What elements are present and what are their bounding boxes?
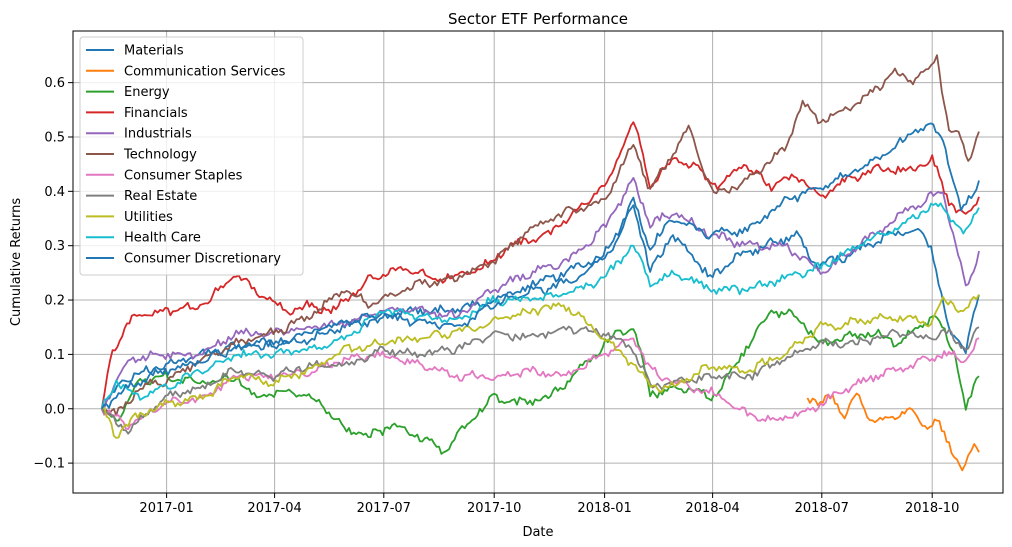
y-tick-label: 0.1: [44, 348, 65, 363]
x-tick-label: 2018-01: [577, 501, 631, 516]
series-line: [100, 54, 980, 417]
chart-title: Sector ETF Performance: [448, 10, 628, 28]
legend-label: Energy: [124, 85, 170, 100]
y-tick-label: 0.4: [44, 185, 65, 200]
y-tick-label: 0.0: [44, 402, 65, 417]
series-line: [806, 392, 980, 472]
x-tick-label: 2018-07: [795, 501, 849, 516]
x-tick-label: 2018-04: [685, 501, 739, 516]
legend-label: Financials: [124, 106, 188, 121]
legend-label: Technology: [123, 148, 197, 163]
x-tick-label: 2017-10: [467, 501, 521, 516]
legend-label: Consumer Staples: [124, 168, 243, 183]
x-axis-label: Date: [522, 525, 553, 540]
series-line: [101, 308, 980, 455]
x-tick-label: 2017-07: [357, 501, 411, 516]
legend-label: Health Care: [124, 231, 201, 246]
y-tick-label: −0.1: [33, 457, 65, 472]
legend-label: Consumer Discretionary: [124, 252, 281, 267]
series-line: [100, 202, 980, 410]
legend-box: [79, 36, 304, 276]
y-axis-ticks: −0.1 0.0 0.1 0.2 0.3 0.4 0.5 0.6: [33, 76, 73, 472]
legend-label: Materials: [124, 44, 184, 59]
y-tick-label: 0.5: [44, 130, 65, 145]
legend-label: Communication Services: [124, 64, 286, 79]
x-axis-ticks: 2017-01 2017-04 2017-07 2017-10 2018-01 2018-…: [139, 493, 959, 516]
y-tick-label: 0.3: [44, 239, 65, 254]
legend: Materials Communication Services Energy Fin…: [79, 36, 304, 276]
x-tick-label: 2018-10: [905, 501, 959, 516]
series-lines: [100, 54, 980, 472]
series-line: [101, 294, 980, 439]
y-axis-label: Cumulative Returns: [9, 198, 24, 326]
legend-label: Utilities: [124, 210, 173, 225]
plot-frame: [72, 30, 1004, 494]
legend-label: Industrials: [124, 127, 192, 142]
series-line: [101, 325, 980, 435]
y-tick-label: 0.2: [44, 294, 65, 309]
series-line: [100, 337, 980, 430]
series-line: [100, 121, 980, 409]
legend-items: Materials Communication Services Energy Fin…: [86, 44, 286, 267]
legend-label: Real Estate: [124, 189, 197, 204]
x-tick-label: 2017-04: [247, 501, 301, 516]
x-tick-label: 2017-01: [139, 501, 193, 516]
y-tick-label: 0.6: [44, 76, 65, 91]
series-line: [101, 122, 980, 410]
